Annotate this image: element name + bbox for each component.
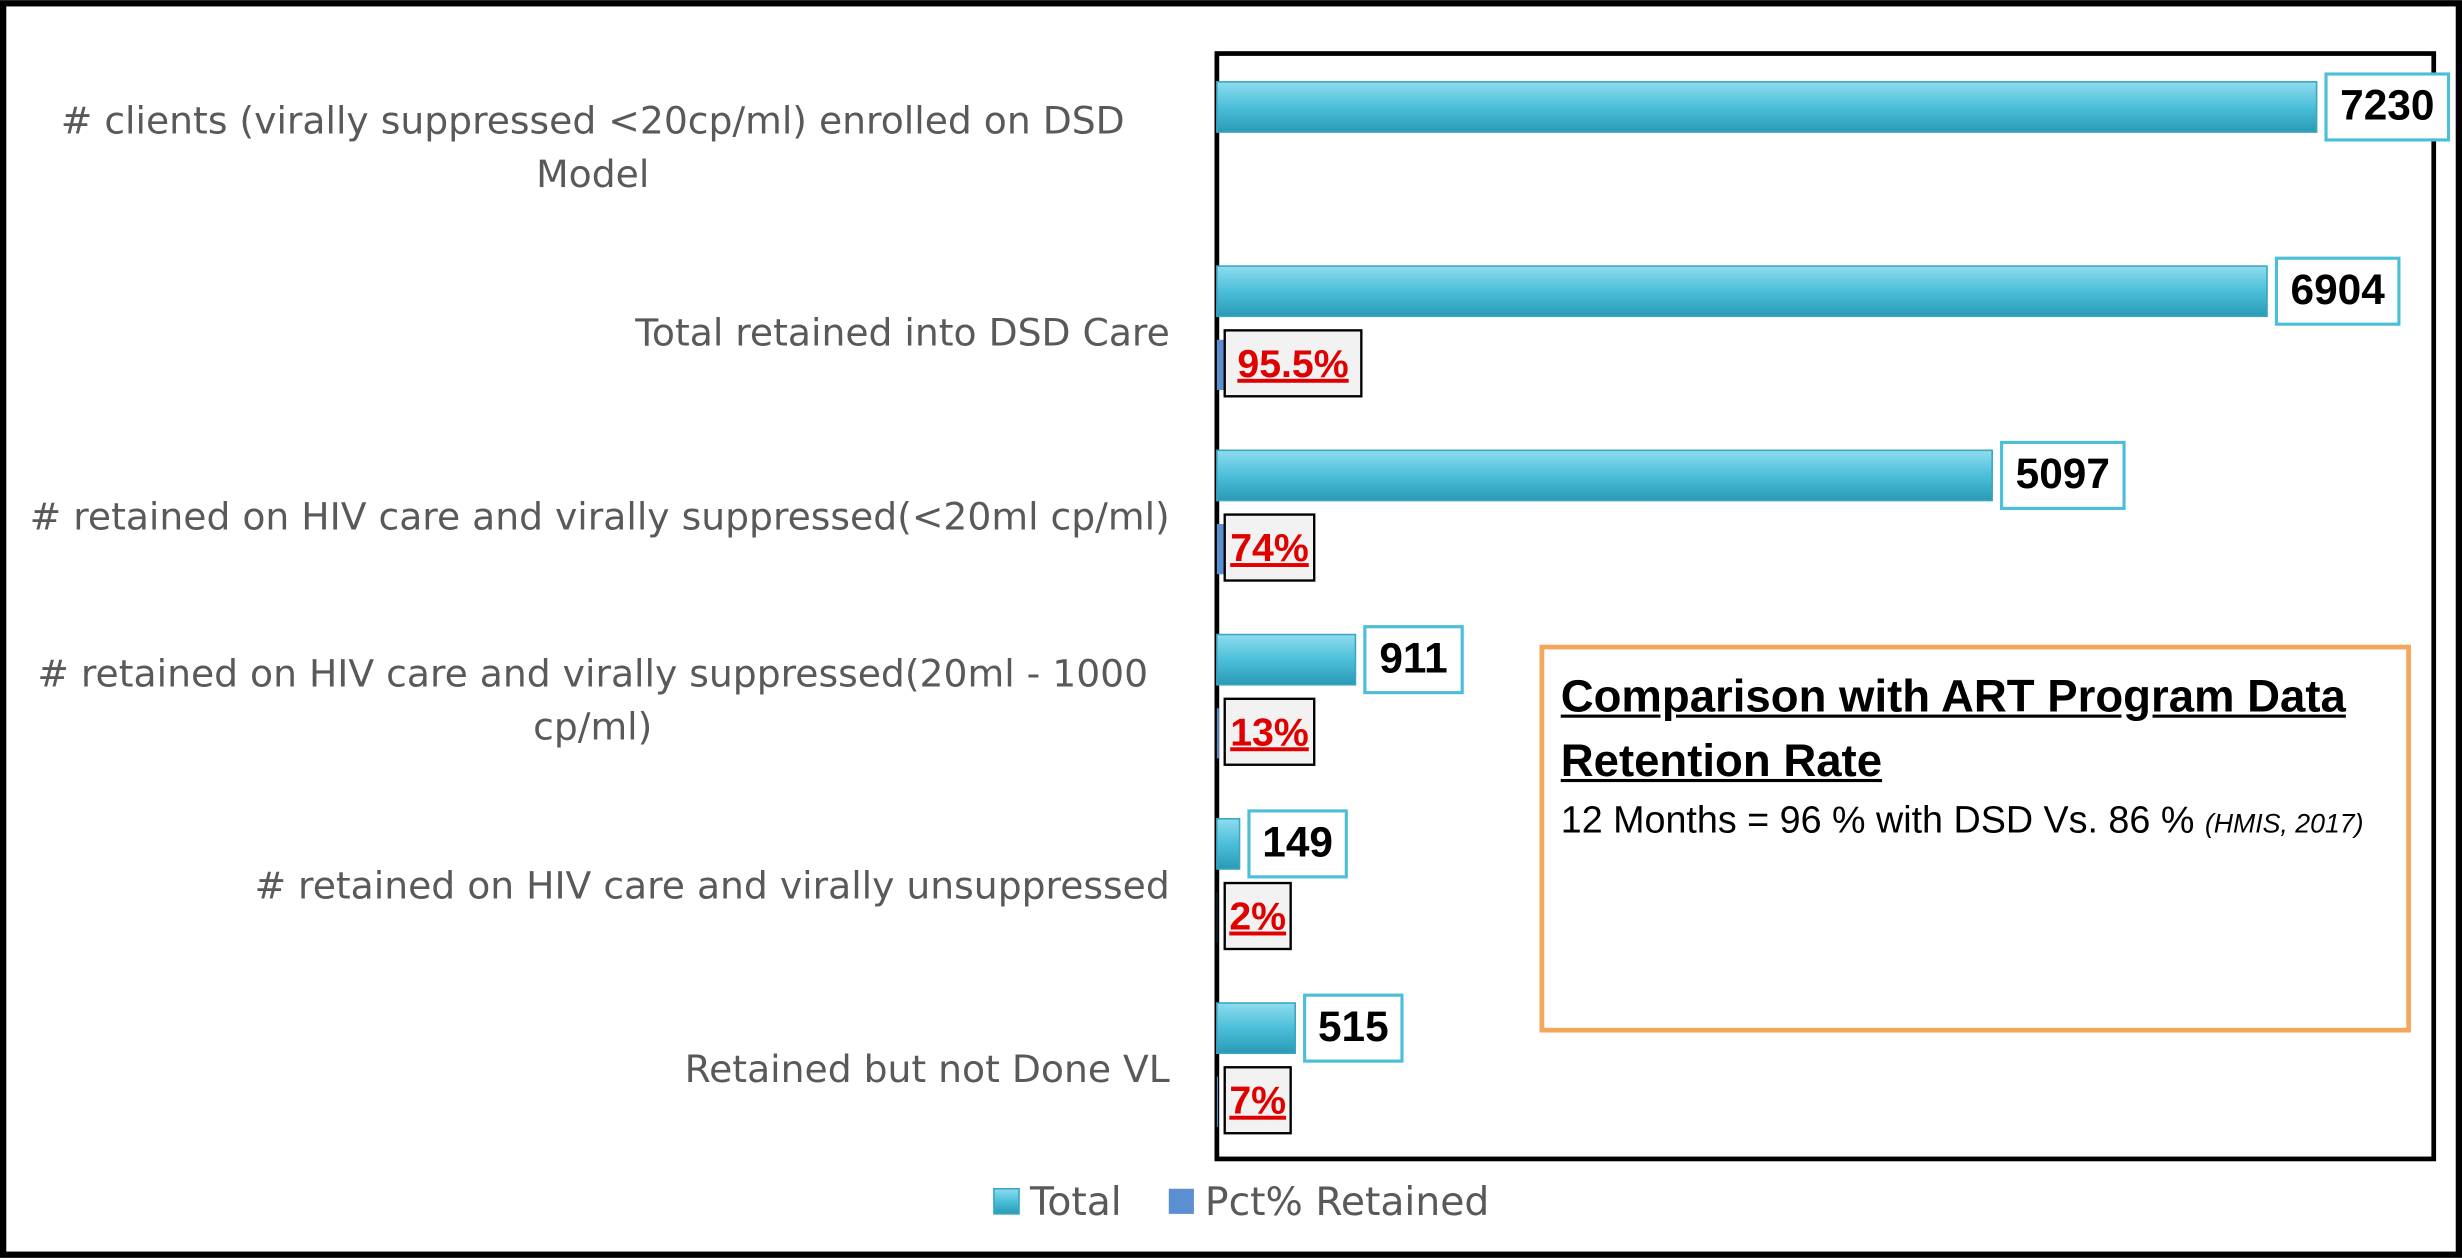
category-row: Retained but not Done VL: [8, 1000, 1170, 1141]
category-label-box: # retained on HIV care and virally suppr…: [8, 447, 1170, 588]
bar: [1216, 265, 2268, 318]
legend-label: Total: [1029, 1180, 1122, 1225]
bar: [1216, 449, 1993, 502]
category-label: # retained on HIV care and virally unsup…: [254, 863, 1170, 907]
category-label: # clients (virally suppressed <20cp/ml) …: [60, 99, 1125, 197]
category-row: Total retained into DSD Care: [8, 263, 1170, 404]
category-row: # retained on HIV care and virally unsup…: [8, 816, 1170, 957]
category-label-box: Retained but not Done VL: [8, 1000, 1170, 1141]
value-label-box: [1223, 1066, 1292, 1135]
category-label-box: # retained on HIV care and virally suppr…: [8, 631, 1170, 772]
value-label-box: [1363, 625, 1464, 695]
category-label-box: Total retained into DSD Care: [8, 263, 1170, 404]
value-label-box: [1223, 881, 1292, 951]
annotation-body: 12 Months = 96 % with DSD Vs. 86 % (HMIS…: [1561, 800, 2390, 845]
bar: [1216, 708, 1219, 759]
legend-swatch: [1168, 1188, 1194, 1214]
value-label-box: [2000, 440, 2126, 510]
category-label: # retained on HIV care and virally suppr…: [37, 652, 1149, 750]
value-label: 6904: [2291, 266, 2386, 313]
plot-area: [1214, 51, 2437, 1162]
value-label-box: [2274, 256, 2401, 326]
value-label: 7230: [2340, 82, 2434, 129]
bar: [1216, 633, 1357, 686]
value-label: 149: [1262, 819, 1333, 866]
bar: [1216, 1002, 1296, 1055]
value-label: 95.5%: [1237, 342, 1348, 386]
value-label-box: [1223, 329, 1363, 398]
value-label: 5097: [2016, 450, 2110, 497]
value-label-box: [2324, 72, 2451, 142]
value-label-box: [1247, 809, 1348, 879]
category-label-box: # clients (virally suppressed <20cp/ml) …: [8, 79, 1170, 220]
bar: [1216, 81, 2318, 133]
value-label: 74%: [1230, 526, 1309, 570]
bar: [1216, 523, 1229, 575]
category-label-box: # retained on HIV care and virally unsup…: [8, 816, 1170, 957]
annotation-content: Comparison with ART Program Data Retenti…: [1542, 647, 2409, 864]
value-label: 2%: [1229, 895, 1286, 939]
bar: [1216, 1076, 1218, 1127]
value-label: 911: [1379, 634, 1447, 681]
annotation-note: (HMIS, 2017): [2204, 809, 2364, 839]
category-label: Retained but not Done VL: [684, 1047, 1170, 1092]
annotation-text: Comparison with ART Program Data Retenti…: [1542, 647, 2409, 864]
category-label: # retained on HIV care and virally suppr…: [29, 494, 1170, 539]
category-label: Total retained into DSD Care: [635, 310, 1170, 355]
annotation-main: 12 Months = 96 % with DSD Vs. 86 %: [1560, 799, 2195, 843]
value-label-box: [1303, 993, 1404, 1063]
value-label: 13%: [1230, 710, 1309, 754]
category-row: # retained on HIV care and virally suppr…: [8, 631, 1170, 772]
legend-label: Pct% Retained: [1205, 1180, 1489, 1225]
category-row: # clients (virally suppressed <20cp/ml) …: [8, 79, 1170, 220]
category-row: # retained on HIV care and virally suppr…: [8, 447, 1170, 588]
value-label: 515: [1318, 1003, 1389, 1050]
legend-swatch: [993, 1187, 1020, 1215]
bar: [1216, 817, 1241, 870]
value-label: 7%: [1229, 1079, 1286, 1123]
annotation-box: [1539, 644, 2411, 1033]
value-label-box: [1223, 697, 1316, 766]
value-label-box: [1223, 513, 1316, 582]
annotation: Comparison with ART Program Data Retenti…: [1539, 644, 2411, 1033]
annotation-title: Comparison with ART Program Data Retenti…: [1560, 672, 2346, 787]
